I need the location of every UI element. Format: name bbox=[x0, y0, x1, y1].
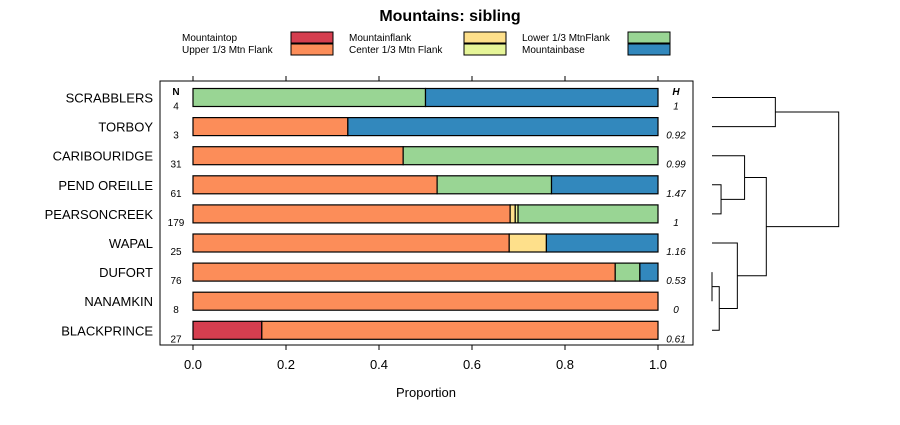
bar-segment bbox=[550, 175, 659, 195]
bar-segment bbox=[192, 87, 427, 108]
bar-segment bbox=[424, 87, 659, 108]
legend-label: Mountaintop bbox=[182, 33, 237, 44]
category-label: PEND OREILLE bbox=[58, 178, 153, 193]
legend-label: Mountainflank bbox=[349, 33, 412, 44]
legend-swatch bbox=[463, 31, 507, 44]
bar-segment bbox=[517, 204, 659, 224]
category-label: DUFORT bbox=[99, 265, 153, 280]
dendrogram-branch bbox=[766, 111, 840, 228]
bars bbox=[192, 87, 659, 340]
dendrogram-branch bbox=[712, 184, 722, 215]
legend-label: Center 1/3 Mtn Flank bbox=[349, 45, 443, 56]
bar-segment bbox=[347, 116, 659, 137]
h-value: 1.16 bbox=[666, 247, 686, 258]
dendrogram-branch bbox=[712, 155, 746, 200]
h-value: 0.61 bbox=[666, 334, 685, 345]
x-tick-label: 0.6 bbox=[463, 357, 481, 372]
dendrogram-branch bbox=[712, 286, 720, 331]
n-value: 31 bbox=[170, 160, 182, 171]
bar-segment bbox=[436, 175, 553, 195]
x-axis: 0.0 0.2 0.4 0.6 0.8 1.0 bbox=[184, 76, 667, 372]
n-value: 76 bbox=[170, 276, 182, 287]
category-label: PEARSONCREEK bbox=[45, 207, 154, 222]
category-label: WAPAL bbox=[109, 236, 153, 251]
legend-label: Lower 1/3 MtnFlank bbox=[522, 33, 611, 44]
h-value: 1 bbox=[673, 102, 679, 113]
dendrogram-branch bbox=[737, 177, 767, 277]
legend-label: Upper 1/3 Mtn Flank bbox=[182, 45, 274, 56]
n-value: 27 bbox=[170, 334, 182, 345]
bar-segment bbox=[508, 233, 548, 253]
h-value: 1.47 bbox=[666, 189, 686, 200]
n-value: 61 bbox=[170, 189, 182, 200]
n-value: 179 bbox=[168, 218, 185, 229]
x-tick-label: 0.8 bbox=[556, 357, 574, 372]
category-label: BLACKPRINCE bbox=[61, 323, 153, 338]
bar-segment bbox=[192, 291, 659, 311]
bar-segment bbox=[509, 204, 516, 224]
n-value: 3 bbox=[173, 131, 179, 142]
legend-label: Mountainbase bbox=[522, 45, 585, 56]
bar-segment bbox=[192, 204, 511, 224]
category-label: NANAMKIN bbox=[84, 294, 153, 309]
row-labels: SCRABBLERS 4 1 TORBOY 3 0.92 CARIBOURIDGE 31 0.9… bbox=[45, 91, 687, 346]
chart-title: Mountains: sibling bbox=[379, 8, 520, 25]
h-value: 0.99 bbox=[666, 160, 686, 171]
n-value: 25 bbox=[170, 247, 182, 258]
bar-segment bbox=[192, 262, 616, 282]
legend-swatch bbox=[290, 31, 334, 44]
x-axis-label: Proportion bbox=[396, 385, 456, 400]
bar-segment bbox=[639, 262, 659, 282]
x-tick-label: 1.0 bbox=[649, 357, 667, 372]
category-label: SCRABBLERS bbox=[66, 91, 154, 106]
dendrogram bbox=[711, 97, 840, 331]
x-tick-label: 0.4 bbox=[370, 357, 388, 372]
category-label: TORBOY bbox=[98, 120, 153, 135]
h-value: 1 bbox=[673, 218, 679, 229]
bar-segment bbox=[614, 262, 641, 282]
bar-segment bbox=[192, 146, 404, 166]
legend-swatch bbox=[290, 43, 334, 56]
legend-swatch bbox=[627, 31, 671, 44]
h-value: 0 bbox=[673, 305, 679, 316]
bar-segment bbox=[192, 320, 263, 340]
x-tick-label: 0.0 bbox=[184, 357, 202, 372]
bar-segment bbox=[545, 233, 659, 253]
bar-segment bbox=[192, 116, 349, 137]
category-label: CARIBOURIDGE bbox=[53, 149, 154, 164]
plot-frame bbox=[159, 80, 694, 346]
h-value: 0.92 bbox=[666, 131, 686, 142]
dendrogram-branch bbox=[712, 242, 738, 309]
bar-segment bbox=[402, 146, 659, 166]
h-header: H bbox=[672, 87, 680, 98]
n-value: 4 bbox=[173, 102, 179, 113]
dendrogram-branch bbox=[712, 97, 776, 128]
legend-swatch bbox=[627, 43, 671, 56]
n-header: N bbox=[172, 87, 179, 98]
bar-segment bbox=[261, 320, 659, 340]
bar-segment bbox=[192, 175, 438, 195]
x-tick-label: 0.2 bbox=[277, 357, 295, 372]
h-value: 0.53 bbox=[666, 276, 686, 287]
bar-segment bbox=[192, 233, 510, 253]
legend-swatch bbox=[463, 43, 507, 56]
n-value: 8 bbox=[173, 305, 179, 316]
